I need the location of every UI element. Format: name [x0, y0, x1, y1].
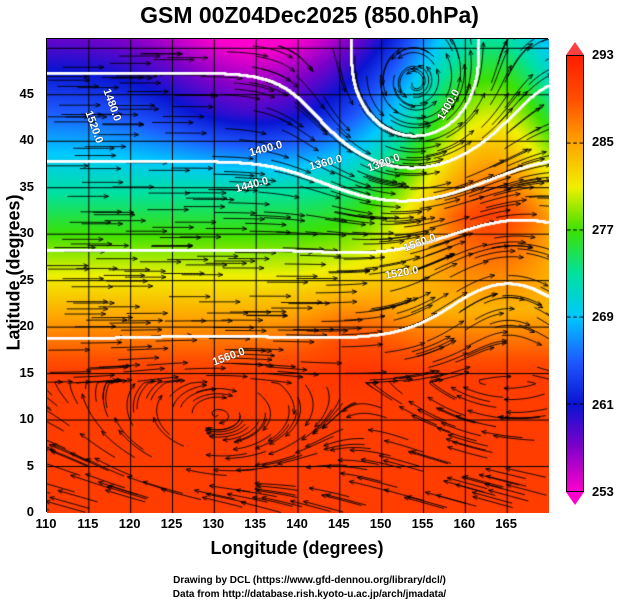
x-tick-label: 155	[411, 516, 434, 531]
colorbar-tick-label: 277	[592, 221, 614, 237]
x-tick-label: 165	[495, 516, 517, 531]
y-tick-label: 45	[19, 85, 34, 101]
x-tick-label: 135	[244, 516, 266, 531]
y-tick-label: 30	[19, 225, 34, 241]
x-tick-label: 130	[202, 516, 225, 531]
x-tick-label: 145	[327, 516, 350, 531]
x-tick-label: 160	[453, 516, 476, 531]
colorbar-tick-label: 269	[592, 309, 614, 325]
x-tick-label: 140	[286, 516, 308, 531]
y-tick-label: 20	[19, 318, 34, 334]
colorbar-tick-label: 293	[592, 47, 614, 62]
x-tick-label: 150	[369, 516, 392, 531]
x-tick-label: 110	[35, 516, 57, 531]
x-tick-label: 120	[118, 516, 141, 531]
temperature-wind-field	[47, 39, 549, 513]
colorbar-tick-label: 261	[592, 396, 614, 412]
y-tick-label: 0	[26, 504, 34, 519]
colorbar-tick-label: 285	[592, 134, 614, 150]
y-tick-label: 40	[19, 132, 34, 148]
y-tick-label: 5	[26, 457, 34, 473]
x-tick-label: 125	[160, 516, 183, 531]
y-tick-label: 35	[19, 178, 34, 194]
credit-drawing: Drawing by DCL (https://www.gfd-dennou.o…	[173, 575, 446, 586]
credit-data: Data from http://database.rish.kyoto-u.a…	[172, 589, 447, 600]
y-axis-label: Latitude (degrees)	[3, 194, 24, 351]
x-axis-label: Longitude (degrees)	[210, 538, 384, 558]
map-plot-area: 1480.0 1520.0 1400.0 1360.0 1440.0 1320.…	[46, 38, 549, 513]
y-tick-label: 15	[19, 364, 34, 380]
y-tick-label: 25	[19, 271, 34, 287]
colorbar	[566, 55, 584, 492]
x-tick-label: 115	[77, 516, 99, 531]
colorbar-tick-label: 253	[592, 484, 614, 499]
y-tick-label: 10	[19, 411, 34, 427]
colorbar-lower-extend-triangle	[566, 492, 584, 505]
colorbar-upper-extend-triangle	[566, 42, 584, 55]
chart-title: GSM 00Z04Dec2025 (850.0hPa)	[140, 2, 479, 28]
